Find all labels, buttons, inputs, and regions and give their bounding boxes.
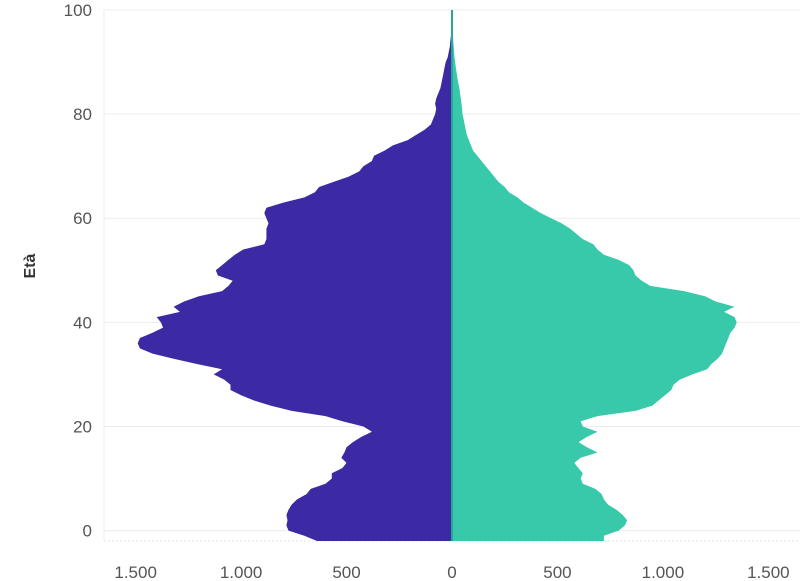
y-tick-label-3: 60 [73,209,92,228]
x-tick-label-1: 1.000 [220,563,263,581]
y-axis-tick-labels: 0 20 40 60 80 100 [64,1,92,541]
y-tick-label-5: 100 [64,1,92,20]
x-tick-label-6: 1.500 [747,563,790,581]
y-tick-label-4: 80 [73,105,92,124]
series-area-left [137,10,452,541]
y-tick-label-0: 0 [83,522,92,541]
x-tick-label-0: 1.500 [114,563,157,581]
x-axis-tick-labels: 1.500 1.000 500 0 500 1.000 1.500 [114,563,789,581]
x-tick-label-4: 500 [543,563,571,581]
x-tick-label-5: 1.000 [642,563,685,581]
x-tick-label-3: 0 [447,563,456,581]
plot-areas [137,10,737,541]
series-area-right [452,10,737,541]
y-tick-label-2: 40 [73,313,92,332]
y-tick-label-1: 20 [73,417,92,436]
y-axis-title: Età [22,253,39,278]
x-tick-label-2: 500 [332,563,360,581]
